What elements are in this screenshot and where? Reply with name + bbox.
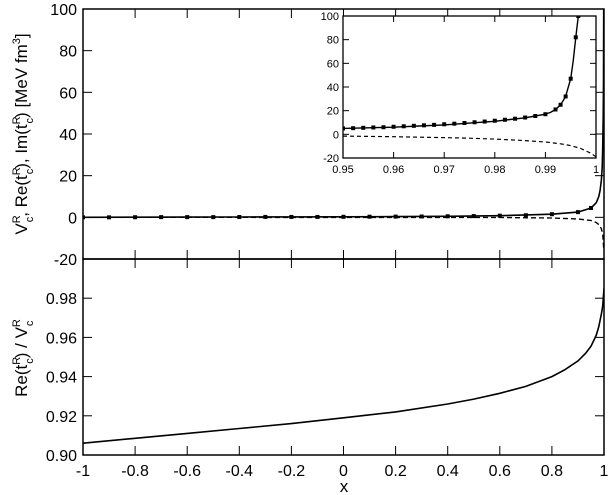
data-point-marker — [482, 119, 487, 124]
inset-x-tick-label: 0.99 — [535, 164, 556, 176]
data-point-marker — [573, 35, 578, 40]
bottom-x-tick-label: 1 — [600, 463, 609, 480]
inset-y-tick-label: 0 — [333, 129, 339, 141]
inset-x-tick-label: 1 — [593, 164, 599, 176]
data-point-marker — [445, 214, 450, 219]
data-point-marker — [471, 214, 476, 219]
top-y-tick-label: -20 — [54, 252, 77, 269]
inset-y-tick-label: 80 — [327, 35, 339, 47]
bottom-x-tick-label: 0 — [339, 463, 348, 480]
top-y-tick-label: 0 — [68, 210, 77, 227]
inset-background — [343, 16, 596, 158]
data-point-marker — [523, 213, 528, 218]
data-point-marker — [553, 107, 558, 112]
data-point-marker — [343, 126, 345, 131]
bottom-y-tick-label: 0.96 — [46, 330, 77, 347]
bottom-x-tick-label: 0.2 — [384, 463, 406, 480]
bottom-x-tick-label: 0.4 — [437, 463, 459, 480]
data-point-marker — [367, 214, 372, 219]
inset-x-tick-label: 0.96 — [383, 164, 404, 176]
data-point-marker — [452, 121, 457, 126]
data-point-marker — [351, 126, 356, 131]
data-point-marker — [523, 115, 528, 120]
inset-x-tick-label: 0.98 — [484, 164, 505, 176]
bottom-y-tick-label: 0.92 — [46, 409, 77, 426]
data-point-marker — [563, 94, 568, 99]
data-point-marker — [361, 125, 366, 130]
data-point-marker — [575, 210, 580, 215]
bottom-y-axis-title: Re(tRc) / VRc — [11, 319, 36, 397]
data-point-marker — [558, 102, 563, 107]
data-point-marker — [492, 118, 497, 123]
data-point-marker — [391, 124, 396, 129]
inset-x-tick-label: 0.95 — [332, 164, 353, 176]
bottom-x-tick-label: -0.6 — [173, 463, 201, 480]
top-y-tick-label: 80 — [59, 44, 77, 61]
bottom-plot-frame — [82, 258, 605, 456]
top-panel: -20 0 20 40 60 80 100 0.95 0.96 0.97 0.98 0.99 1 -20 0… — [50, 2, 605, 269]
data-point-marker — [421, 123, 426, 128]
bottom-panel: -1 -0.8 -0.6 -0.4 -0.2 0 0.2 0.4 0.6 0.8 1 0.90 0.92… — [46, 258, 609, 480]
series-line-dashed — [83, 216, 604, 249]
top-y-tick-label: 40 — [59, 127, 77, 144]
data-point-marker — [432, 122, 437, 127]
data-point-marker — [381, 125, 386, 130]
data-point-marker — [442, 122, 447, 127]
series-dashed — [83, 216, 604, 249]
inset-y-tick-label: 60 — [327, 58, 339, 70]
x-axis-title: x — [340, 477, 349, 495]
data-point-marker — [462, 120, 467, 125]
top-y-tick-label: 60 — [59, 85, 77, 102]
data-point-marker — [502, 117, 507, 122]
data-point-marker — [543, 112, 548, 117]
inset-y-tick-label: -20 — [323, 153, 339, 165]
data-point-marker — [513, 116, 518, 121]
data-point-marker — [371, 125, 376, 130]
data-point-marker — [576, 16, 581, 18]
series-line-dashed — [343, 135, 596, 158]
inset-frame — [342, 15, 597, 159]
bottom-y-tick-label: 0.90 — [46, 448, 77, 465]
data-point-marker — [568, 76, 573, 81]
data-point-marker — [549, 212, 554, 217]
top-y-tick-label: 100 — [50, 2, 77, 19]
top-y-axis-title: VRc, Re(tRc), Im(tRc) [MeV fm3] — [11, 33, 36, 234]
inset-y-tick-label: 100 — [321, 11, 339, 23]
series-line-solid — [83, 288, 604, 444]
series-dashed — [343, 135, 596, 158]
data-point-marker — [497, 213, 502, 218]
series-solid — [83, 288, 604, 444]
top-y-tick-label: 20 — [59, 169, 77, 186]
bottom-x-tick-label: -0.8 — [121, 463, 149, 480]
data-point-marker — [533, 113, 538, 118]
data-point-marker — [472, 120, 477, 125]
inset-x-tick-label: 0.97 — [433, 164, 454, 176]
data-point-marker — [588, 205, 593, 210]
data-point-marker — [159, 215, 164, 220]
data-point-marker — [401, 124, 406, 129]
inset-y-tick-label: 20 — [327, 106, 339, 118]
bottom-x-tick-label: -0.2 — [278, 463, 306, 480]
data-point-marker — [393, 214, 398, 219]
bottom-y-tick-label: 0.98 — [46, 291, 77, 308]
bottom-x-tick-label: 0.8 — [541, 463, 563, 480]
data-point-marker — [263, 214, 268, 219]
inset-y-tick-label: 40 — [327, 82, 339, 94]
bottom-x-tick-label: -0.4 — [226, 463, 254, 480]
data-point-marker — [411, 123, 416, 128]
bottom-x-tick-label: -1 — [76, 463, 90, 480]
bottom-y-tick-label: 0.94 — [46, 370, 77, 387]
data-point-marker — [419, 214, 424, 219]
series-square-markers — [343, 16, 581, 131]
bottom-x-tick-label: 0.6 — [489, 463, 511, 480]
